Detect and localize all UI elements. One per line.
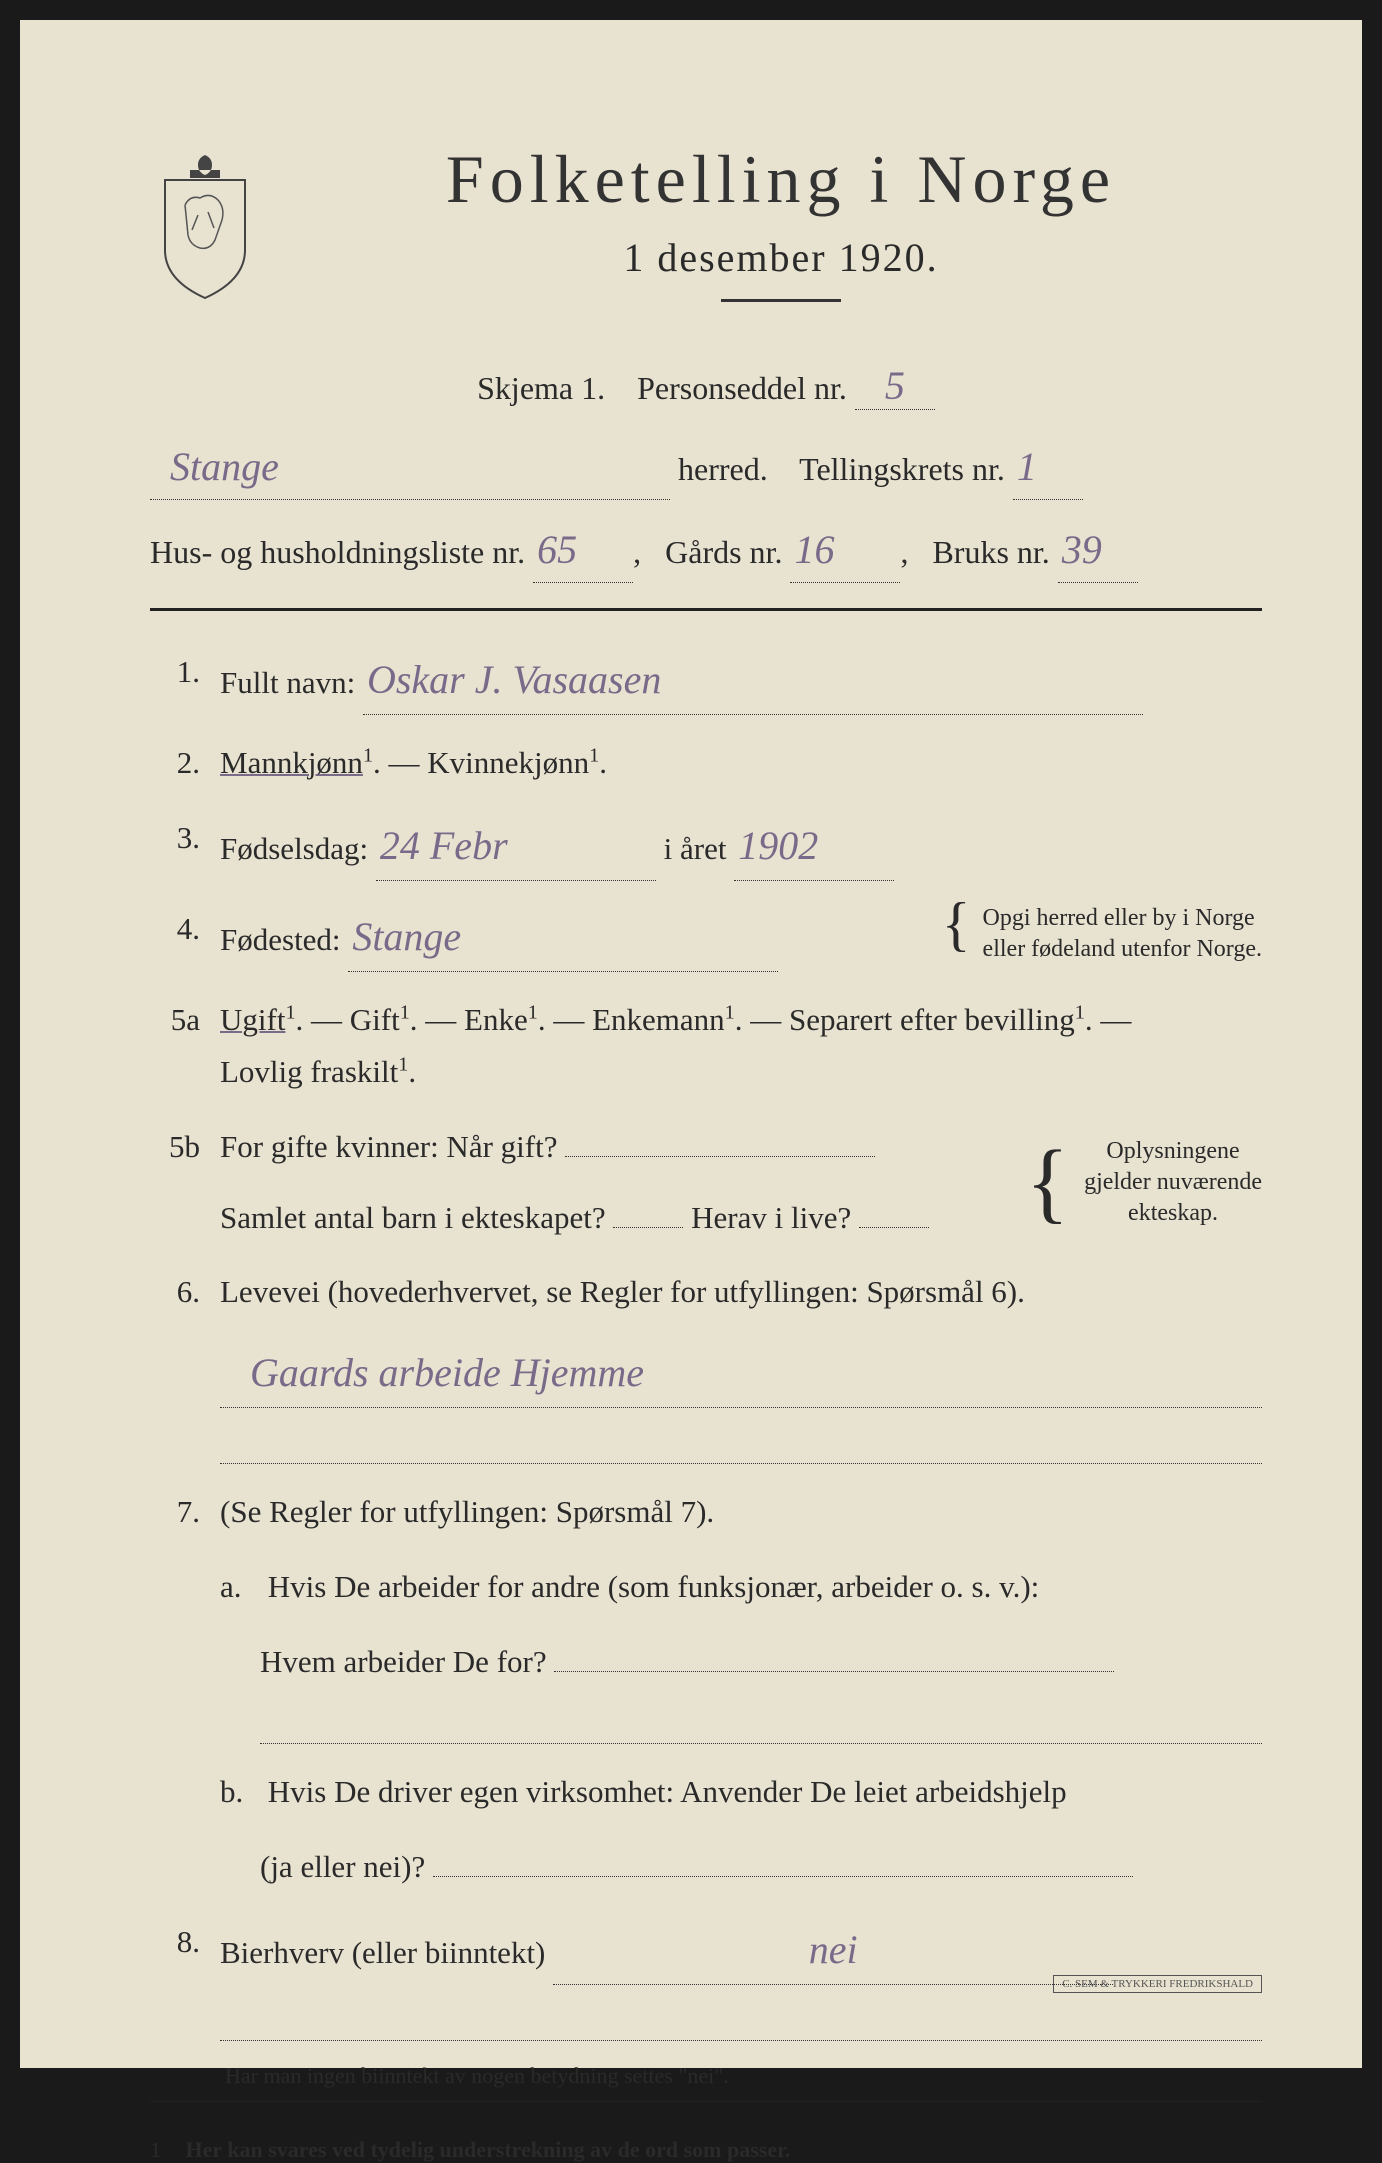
q7: 7. (Se Regler for utfyllingen: Spørsmål … [150, 1486, 1262, 1893]
q7a-text1: Hvis De arbeider for andre (som funksjon… [268, 1569, 1040, 1604]
q7-num: 7. [150, 1486, 200, 1893]
q6-num: 6. [150, 1266, 200, 1464]
q2: 2. Mannkjønn1. — Kvinnekjønn1. [150, 737, 1262, 790]
q5a-num: 5a [150, 994, 200, 1099]
subtitle: 1 desember 1920. [300, 234, 1262, 281]
q5a-opt1: Ugift [220, 1002, 285, 1037]
q8-label: Bierhverv (eller biinntekt) [220, 1935, 545, 1970]
q7-label: (Se Regler for utfyllingen: Spørsmål 7). [220, 1486, 1262, 1539]
q7a-text2: Hvem arbeider De for? [260, 1644, 547, 1679]
q4: 4. Fødested: Stange { Opgi herred eller … [150, 903, 1262, 972]
q5a-opt3: Enke [464, 1002, 528, 1037]
q5b-note: Oplysningene gjelder nuværende ekteskap. [1084, 1136, 1262, 1230]
q7a-letter: a. [220, 1561, 260, 1614]
header: Folketelling i Norge 1 desember 1920. [150, 140, 1262, 332]
schema-line: Skjema 1. Personseddel nr. 5 [150, 362, 1262, 410]
q5b-gift-value [565, 1156, 875, 1157]
q8-blank-line [220, 1999, 1262, 2041]
q5a: 5a Ugift1. — Gift1. — Enke1. — Enkemann1… [150, 994, 1262, 1099]
q5b-note-line1: Oplysningene [1084, 1136, 1262, 1167]
gards-nr-value: 16 [790, 518, 900, 583]
q6-value: Gaards arbeide Hjemme [220, 1333, 1262, 1408]
q6-label: Levevei (hovederhvervet, se Regler for u… [220, 1274, 1025, 1309]
census-form-page: Folketelling i Norge 1 desember 1920. Sk… [20, 20, 1362, 2068]
q2-num: 2. [150, 737, 200, 790]
q5a-opt4: Enkemann [592, 1002, 725, 1037]
tellingskrets-label: Tellingskrets nr. [799, 451, 1005, 487]
q6: 6. Levevei (hovederhvervet, se Regler fo… [150, 1266, 1262, 1464]
main-title: Folketelling i Norge [300, 140, 1262, 219]
herred-value: Stange [150, 435, 670, 500]
footnote-1: Har man ingen biinntekt av nogen betydni… [150, 2063, 1262, 2089]
tellingskrets-nr-value: 1 [1013, 435, 1083, 500]
q8-value: nei [553, 1916, 1113, 1985]
schema-label-left: Skjema 1. [477, 370, 605, 406]
q5b-note-line2: gjelder nuværende [1084, 1167, 1262, 1198]
q5b-note-line3: ekteskap. [1084, 1198, 1262, 1229]
coat-of-arms-icon [150, 150, 260, 300]
q5b-num: 5b [150, 1121, 200, 1244]
q3: 3. Fødselsdag: 24 Febr i året 1902 [150, 812, 1262, 881]
q7b-text1: Hvis De driver egen virksomhet: Anvender… [268, 1774, 1067, 1809]
hus-line: Hus- og husholdningsliste nr. 65, Gårds … [150, 518, 1262, 583]
footnote-2-text: Her kan svares ved tydelig understreknin… [186, 2137, 791, 2162]
q5a-opt2: Gift [350, 1002, 400, 1037]
herred-label: herred. [678, 451, 768, 487]
q7b-value [433, 1876, 1133, 1877]
q4-value: Stange [348, 903, 778, 972]
footnote-2-num: 1 [150, 2137, 180, 2163]
q4-note-line2: eller fødeland utenfor Norge. [983, 934, 1262, 965]
q4-num: 4. [150, 903, 200, 972]
husliste-nr-value: 65 [533, 518, 633, 583]
q4-label: Fødested: [220, 922, 341, 957]
q8-num: 8. [150, 1916, 200, 2041]
q5b-barn-value [613, 1227, 683, 1228]
q4-note-line1: Opgi herred eller by i Norge [983, 903, 1262, 934]
q2-opt1: Mannkjønn [220, 745, 363, 780]
q7b-text2: (ja eller nei)? [260, 1849, 425, 1884]
q3-day-value: 24 Febr [376, 812, 656, 881]
schema-label-right: Personseddel nr. [637, 370, 847, 406]
q5a-opt5: Separert efter bevilling [789, 1002, 1075, 1037]
q7a-value [554, 1671, 1114, 1672]
q3-year-label: i året [664, 831, 727, 866]
q3-year-value: 1902 [734, 812, 894, 881]
divider-bottom [150, 2101, 1262, 2102]
title-rule [721, 299, 841, 302]
q7b-letter: b. [220, 1766, 260, 1819]
q5b-line1-label: For gifte kvinner: Når gift? [220, 1129, 557, 1164]
brace-icon: { [942, 903, 971, 945]
q5b: 5b For gifte kvinner: Når gift? Samlet a… [150, 1121, 1262, 1244]
bruks-label: Bruks nr. [932, 534, 1049, 570]
q5a-opt6: Lovlig fraskilt [220, 1054, 398, 1089]
title-block: Folketelling i Norge 1 desember 1920. [300, 140, 1262, 332]
footnote-2: 1 Her kan svares ved tydelig understrekn… [150, 2137, 1262, 2163]
q3-label: Fødselsdag: [220, 831, 368, 866]
q1-label: Fullt navn: [220, 665, 355, 700]
bruks-nr-value: 39 [1058, 518, 1138, 583]
q6-blank-line [220, 1422, 1262, 1464]
printer-mark: C. SEM & TRYKKERI FREDRIKSHALD [1053, 1975, 1262, 1993]
brace-icon: { [1026, 1151, 1069, 1214]
q4-note: Opgi herred eller by i Norge eller fødel… [983, 903, 1262, 965]
personseddel-nr-value: 5 [855, 362, 935, 410]
q7a-blank-line [260, 1702, 1262, 1744]
q5b-live-value [859, 1227, 929, 1228]
q2-opt2: Kvinnekjønn [427, 745, 589, 780]
herred-line: Stange herred. Tellingskrets nr. 1 [150, 435, 1262, 500]
q5b-line2-right: Herav i live? [691, 1200, 851, 1235]
q1-value: Oskar J. Vasaasen [363, 646, 1143, 715]
q1: 1. Fullt navn: Oskar J. Vasaasen [150, 646, 1262, 715]
q3-num: 3. [150, 812, 200, 881]
divider-top [150, 608, 1262, 611]
q5b-line2-left: Samlet antal barn i ekteskapet? [220, 1200, 606, 1235]
gards-label: Gårds nr. [665, 534, 782, 570]
q1-num: 1. [150, 646, 200, 715]
husliste-label: Hus- og husholdningsliste nr. [150, 534, 525, 570]
